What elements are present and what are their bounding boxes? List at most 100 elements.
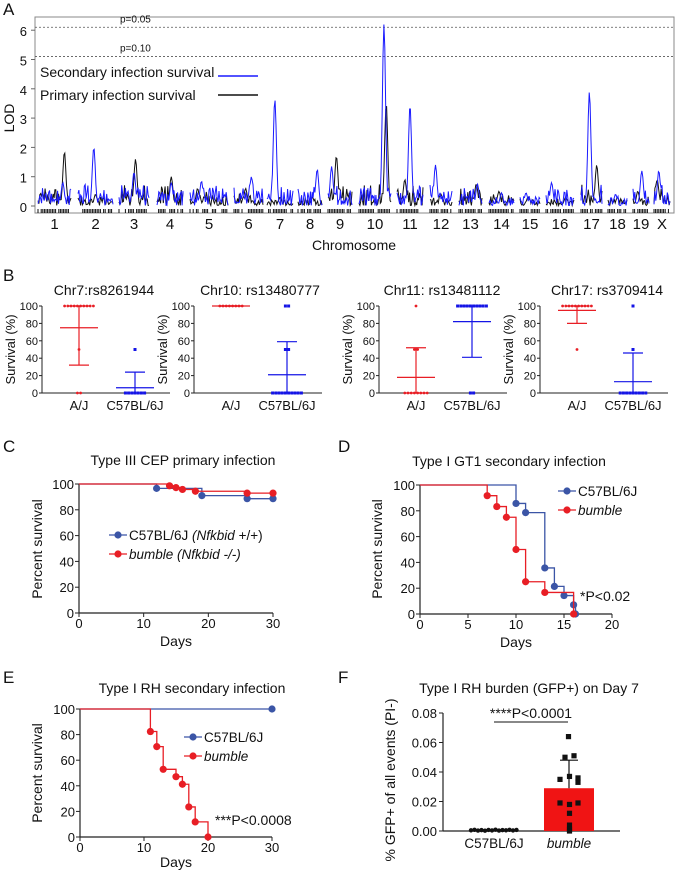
data-point — [489, 828, 495, 833]
e-y-label: Percent survival — [29, 723, 45, 823]
secondary-lod-line-chr19 — [632, 170, 650, 204]
y-tick-label: 0 — [20, 200, 27, 215]
category-label: A/J — [568, 398, 587, 413]
data-point — [590, 304, 593, 308]
data-point — [468, 391, 472, 395]
y-axis-label: LOD — [1, 104, 17, 133]
chromosome-label: 18 — [609, 216, 626, 233]
panel-label-d: D — [338, 437, 350, 456]
y-tick-label: 60 — [524, 336, 536, 348]
survival-marker — [570, 610, 578, 618]
y-tick-label: 60 — [363, 336, 375, 348]
y-tick-label: 100 — [172, 301, 190, 313]
y-tick-label: 20 — [178, 371, 190, 383]
secondary-lod-line-chr13 — [458, 182, 483, 206]
data-point — [566, 810, 573, 816]
data-point — [416, 348, 419, 351]
secondary-lod-line-chr12 — [429, 164, 453, 205]
secondary-lod-line-chr9 — [327, 166, 353, 206]
data-point — [566, 822, 573, 828]
chromosome-label: 13 — [462, 216, 479, 233]
category-label: A/J — [407, 398, 426, 413]
secondary-lod-line-chr18 — [607, 193, 628, 206]
category-label: C57BL/6J — [604, 398, 661, 413]
primary-lod-line-chr6 — [233, 187, 264, 207]
data-point — [271, 391, 275, 395]
chromosome-label: 19 — [633, 216, 650, 233]
data-point — [631, 348, 635, 351]
x-tick-label: 0 — [416, 617, 423, 632]
primary-lod-line-chr12 — [429, 193, 453, 206]
panel-label-e: E — [3, 668, 14, 687]
panel-label-a: A — [3, 0, 15, 19]
x-tick-label: 30 — [266, 616, 280, 631]
y-axis-label: Survival (%) — [155, 314, 170, 384]
c-title: Type III CEP primary infection — [91, 452, 276, 468]
x-tick-label: 20 — [201, 616, 215, 631]
data-point — [496, 828, 502, 833]
data-point — [481, 304, 485, 308]
chromosome-label: 8 — [306, 216, 314, 233]
y-tick-label: 2 — [20, 141, 27, 156]
legend-marker — [189, 752, 197, 760]
x-tick-label: 0 — [75, 616, 82, 631]
category-label: A/J — [70, 398, 89, 413]
b4-title: Chr17: rs3709414 — [551, 282, 663, 298]
data-point — [575, 800, 581, 806]
data-point — [283, 304, 287, 308]
secondary-lod-line-chr15 — [519, 192, 541, 206]
y-tick-label: 0.08 — [412, 706, 437, 721]
legend-marker — [114, 550, 122, 558]
survival-marker — [550, 582, 559, 590]
data-point — [76, 391, 79, 395]
chromosome-label: 11 — [402, 216, 418, 233]
y-tick-label: 80 — [60, 503, 74, 518]
y-tick-label: 80 — [524, 318, 536, 330]
data-point — [561, 304, 564, 308]
survival-marker — [153, 484, 161, 492]
survival-marker — [159, 765, 167, 773]
y-tick-label: 60 — [26, 336, 38, 348]
data-point — [79, 391, 82, 395]
survival-marker — [243, 495, 251, 503]
panel-label-f: F — [338, 668, 348, 687]
b1-title: Chr7:rs8261944 — [54, 282, 155, 298]
data-point — [566, 773, 573, 780]
category-label: C57BL/6J — [443, 398, 500, 413]
survival-marker — [178, 485, 187, 494]
survival-marker — [191, 818, 199, 826]
x-tick-label: 15 — [557, 617, 571, 632]
secondary-lod-line-chr17 — [580, 92, 603, 207]
data-point — [644, 391, 648, 395]
data-point — [565, 734, 572, 740]
y-tick-label: 0 — [67, 606, 74, 621]
secondary-lod-line-chr11 — [396, 108, 424, 206]
data-point — [484, 304, 488, 308]
survival-curve-bumble — [80, 708, 209, 837]
y-tick-label: 20 — [60, 580, 74, 595]
data-point — [475, 828, 481, 833]
y-tick-label: 60 — [401, 530, 415, 545]
y-axis-label: Survival (%) — [340, 314, 355, 384]
category-label: bumble — [547, 836, 591, 851]
d-title: Type I GT1 secondary infection — [412, 453, 606, 469]
f-title: Type I RH burden (GFP+) on Day 7 — [419, 680, 639, 696]
data-point — [299, 391, 303, 395]
category-label: C57BL/6J — [464, 836, 523, 851]
chromosome-label: 4 — [166, 216, 174, 233]
x-tick-label: 10 — [137, 840, 151, 855]
legend-label: C57BL/6J — [204, 730, 263, 745]
y-tick-label: 60 — [60, 529, 74, 544]
secondary-lod-line-chr5 — [189, 180, 229, 206]
d-pvalue: *P<0.02 — [580, 588, 630, 604]
b3-title: Chr11: rs13481112 — [384, 282, 501, 298]
data-point — [566, 801, 573, 808]
data-point — [631, 304, 635, 308]
y-tick-label: 80 — [363, 318, 375, 330]
d-y-label: Percent survival — [369, 499, 385, 599]
y-tick-label: 40 — [178, 353, 190, 365]
y-tick-label: 0.06 — [412, 736, 437, 751]
y-tick-label: 1 — [20, 171, 27, 186]
data-point — [557, 776, 563, 782]
survival-marker — [269, 489, 277, 497]
